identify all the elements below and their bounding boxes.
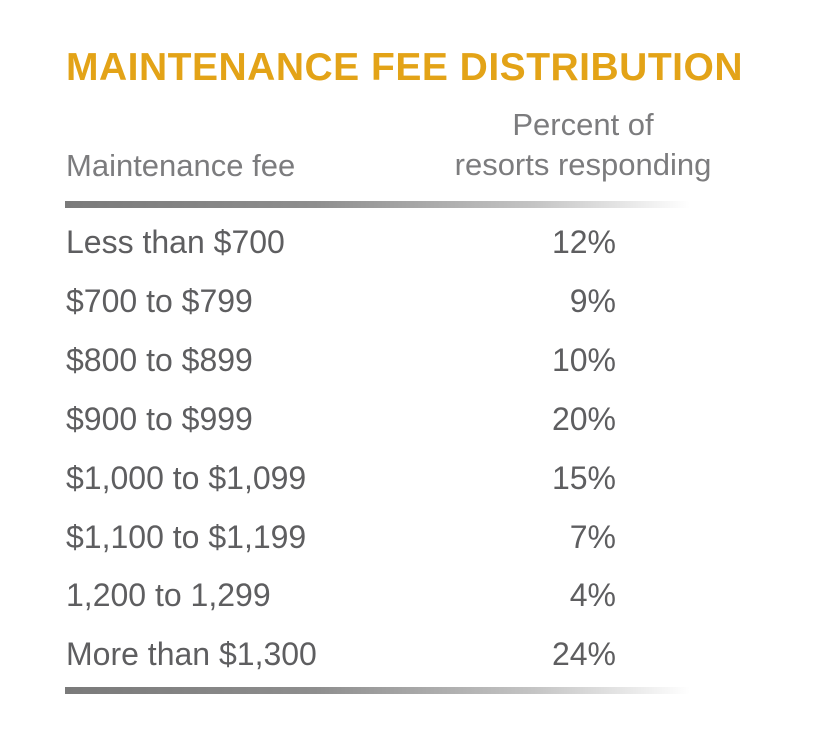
header-divider xyxy=(65,201,690,208)
row-label: $1,000 to $1,099 xyxy=(66,459,307,496)
table-row: $900 to $999 20% xyxy=(0,390,825,449)
footer-divider xyxy=(65,687,690,694)
table-row: Less than $700 12% xyxy=(0,213,825,272)
row-label: $900 to $999 xyxy=(66,400,253,437)
row-value: 7% xyxy=(569,518,616,555)
column-header-percent-line1: Percent of xyxy=(512,107,654,142)
row-label: $1,100 to $1,199 xyxy=(66,518,307,555)
column-header-percent-line2: resorts responding xyxy=(454,147,712,182)
row-value: 20% xyxy=(551,400,616,437)
table-row: More than $1,300 24% xyxy=(0,625,825,684)
row-value: 10% xyxy=(551,341,616,378)
row-value: 15% xyxy=(551,459,616,496)
row-label: 1,200 to 1,299 xyxy=(66,577,271,614)
table-row: $1,100 to $1,199 7% xyxy=(0,508,825,567)
row-label: More than $1,300 xyxy=(66,636,317,673)
table-title: MAINTENANCE FEE DISTRIBUTION xyxy=(66,46,743,89)
row-value: 12% xyxy=(551,224,616,260)
table-row: $800 to $899 10% xyxy=(0,331,825,390)
table-row: $1,000 to $1,099 15% xyxy=(0,449,825,508)
column-header-percent: Percent of resorts responding xyxy=(423,105,743,185)
row-value: 24% xyxy=(551,636,616,673)
table-row: $700 to $799 9% xyxy=(0,272,825,331)
column-header-maintenance-fee: Maintenance fee xyxy=(66,148,296,183)
row-label: $700 to $799 xyxy=(66,282,253,319)
table-row: 1,200 to 1,299 4% xyxy=(0,566,825,625)
row-label: Less than $700 xyxy=(66,224,285,260)
row-value: 4% xyxy=(569,577,616,614)
row-label: $800 to $899 xyxy=(66,341,253,378)
row-value: 9% xyxy=(569,282,616,319)
